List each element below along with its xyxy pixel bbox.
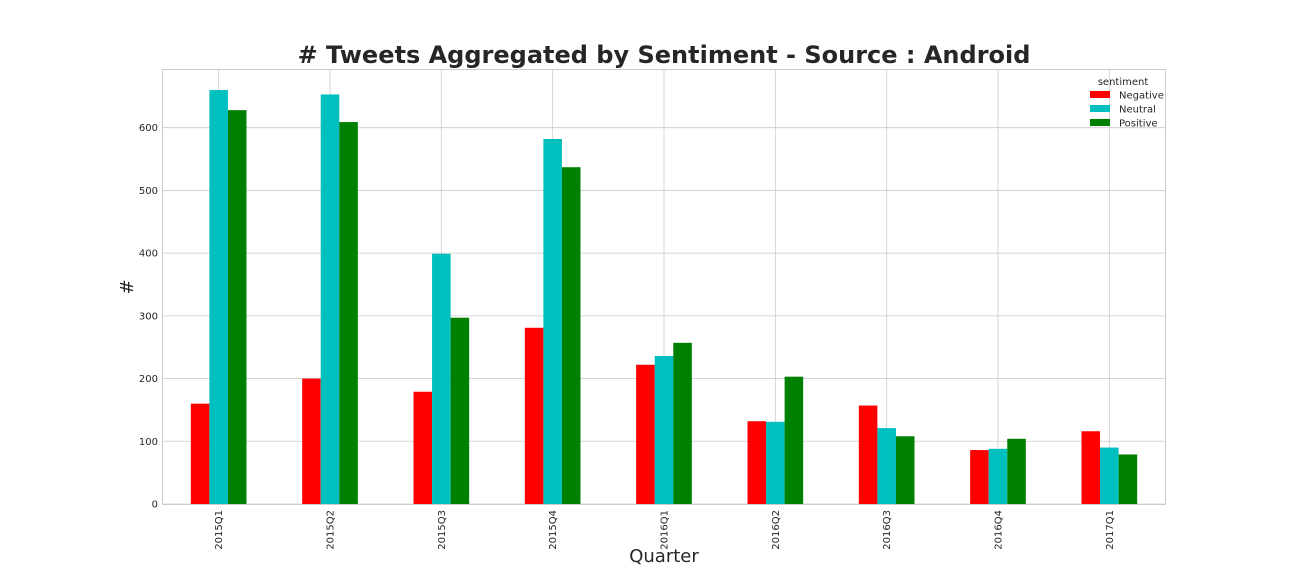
- bar-negative-2015q2: [302, 378, 321, 504]
- x-axis-label: Quarter: [629, 546, 699, 567]
- bar-positive-2015q1: [227, 110, 247, 504]
- legend-swatch-neutral: [1090, 105, 1110, 112]
- x-tick-label: 2017Q1: [1105, 510, 1116, 550]
- bar-neutral-2016q4: [988, 448, 1008, 504]
- legend-title: sentiment: [1098, 77, 1149, 88]
- bar-positive-2016q1: [673, 342, 692, 504]
- legend: sentiment Negative Neutral Positive: [1090, 77, 1164, 130]
- chart-title: # Tweets Aggregated by Sentiment - Sourc…: [298, 41, 1031, 69]
- x-tick-label: 2015Q1: [214, 510, 225, 550]
- bar-neutral-2016q3: [877, 428, 896, 504]
- bar-positive-2017q1: [1118, 454, 1138, 504]
- bars: [190, 90, 1138, 504]
- x-tick-label: 2016Q2: [771, 510, 782, 550]
- x-tick-label: 2015Q2: [326, 510, 337, 550]
- x-tick-label: 2015Q4: [548, 510, 559, 550]
- y-axis-ticks: 0 100 200 300 400 500 600: [139, 123, 158, 510]
- y-tick-label: 600: [139, 123, 158, 134]
- y-tick-label: 100: [139, 437, 158, 448]
- x-tick-label: 2016Q4: [994, 510, 1005, 550]
- legend-swatch-positive: [1090, 119, 1110, 126]
- bar-neutral-2016q1: [654, 355, 674, 504]
- bar-positive-2016q4: [1007, 438, 1026, 504]
- bar-negative-2015q3: [413, 391, 433, 504]
- bar-negative-2016q2: [747, 421, 767, 504]
- y-tick-label: 200: [139, 374, 158, 385]
- bar-neutral-2015q4: [543, 138, 562, 504]
- bar-neutral-2017q1: [1100, 447, 1119, 504]
- bar-neutral-2015q1: [209, 90, 228, 504]
- y-tick-label: 0: [152, 500, 158, 511]
- y-tick-label: 500: [139, 186, 158, 197]
- x-tick-label: 2016Q3: [882, 510, 893, 550]
- bar-negative-2017q1: [1081, 431, 1101, 504]
- bar-positive-2015q4: [561, 167, 581, 504]
- bar-negative-2016q3: [858, 405, 878, 504]
- x-axis-ticks: 2015Q1 2015Q2 2015Q3 2015Q4 2016Q1 2016Q2 2016…: [214, 510, 1116, 550]
- bar-positive-2016q2: [784, 376, 804, 504]
- y-tick-label: 400: [139, 249, 158, 260]
- bar-neutral-2015q3: [432, 253, 451, 504]
- x-tick-label: 2016Q1: [660, 510, 671, 550]
- y-axis-label: #: [117, 279, 138, 294]
- x-tick-label: 2015Q3: [437, 510, 448, 550]
- plot-frame: [162, 69, 1166, 505]
- bar-negative-2015q4: [524, 327, 544, 504]
- legend-swatch-negative: [1090, 91, 1110, 98]
- legend-label-negative: Negative: [1119, 91, 1164, 102]
- legend-label-neutral: Neutral: [1119, 105, 1156, 116]
- bar-negative-2015q1: [190, 403, 210, 504]
- bar-positive-2015q2: [339, 122, 358, 504]
- bar-neutral-2015q2: [320, 94, 340, 504]
- legend-label-positive: Positive: [1119, 119, 1158, 130]
- bar-positive-2015q3: [450, 317, 470, 504]
- y-tick-label: 300: [139, 311, 158, 322]
- bar-positive-2016q3: [895, 436, 915, 504]
- bar-negative-2016q4: [970, 450, 989, 504]
- bar-negative-2016q1: [636, 364, 655, 504]
- bar-neutral-2016q2: [766, 421, 785, 504]
